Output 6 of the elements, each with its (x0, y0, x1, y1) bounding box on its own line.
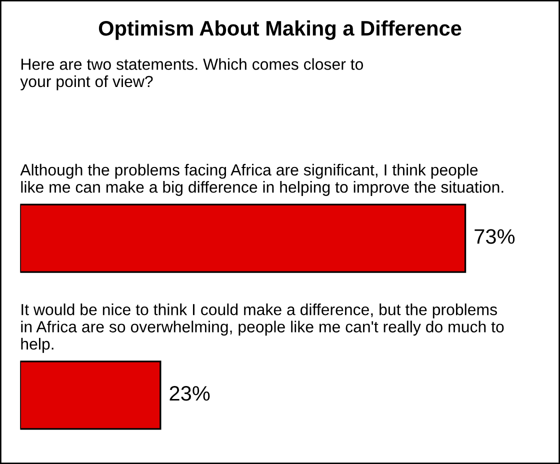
chart-subtitle: Here are two statements. Which comes closer to your point of view? (20, 58, 364, 90)
y-tick-label: It would be nice to think I could make a difference, but the problems in Africa are so overwhelming, people like me can't really do much to help. (21, 304, 504, 353)
data-label: 23% (170, 386, 210, 401)
data-label: 73% (474, 229, 515, 244)
y-tick-label: Although the problems facing Africa are significant, I think people like me can make a big difference in helping to improve the situation. (20, 164, 504, 196)
chart-title: Optimism About Making a Difference (98, 20, 462, 40)
